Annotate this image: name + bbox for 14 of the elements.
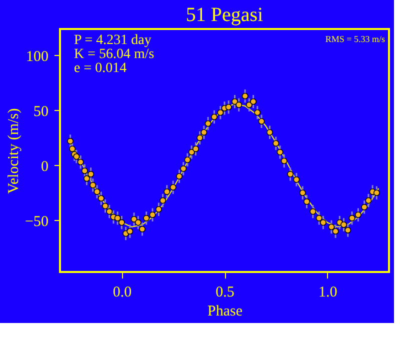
x-axis-title: Phase — [208, 304, 243, 320]
y-tick-label: 100 — [26, 48, 48, 65]
y-axis-title: Velocity (m/s) — [6, 108, 22, 194]
annotation: RMS = 5.33 m/s — [325, 34, 386, 44]
x-tick-label: 1.0 — [318, 284, 338, 300]
annotation: K = 56.04 m/s — [74, 47, 154, 62]
y-tick-label: −50 — [25, 214, 48, 230]
y-tick-label: 0 — [41, 158, 48, 175]
chart-title: 51 Pegasi — [186, 4, 264, 26]
x-tick-label: 0.0 — [112, 284, 132, 300]
annotation: P = 4.231 day — [74, 33, 152, 48]
y-tick-label: 50 — [34, 104, 48, 120]
annotation: e = 0.014 — [74, 61, 127, 76]
x-tick-label: 0.5 — [216, 284, 234, 300]
